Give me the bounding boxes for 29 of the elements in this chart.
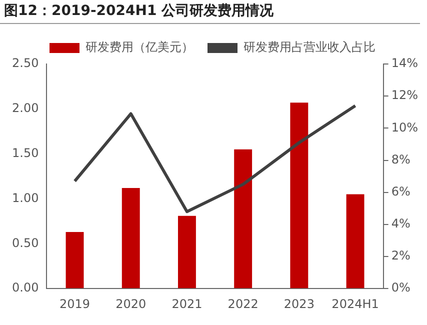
x-tick-label: 2020 xyxy=(116,296,146,311)
legend-label: 研发费用（亿美元） xyxy=(86,40,194,54)
x-tick-label: 2021 xyxy=(172,296,202,311)
bar xyxy=(122,188,140,288)
y-tick-label: 0.50 xyxy=(12,236,39,250)
y-tick-label: 2.50 xyxy=(12,56,39,70)
x-tick-label: 2024H1 xyxy=(332,296,379,311)
y2-tick-label: 2% xyxy=(391,248,410,263)
bar xyxy=(178,216,196,288)
chart-title: 图12：2019-2024H1 公司研发费用情况 xyxy=(0,0,420,24)
bar xyxy=(66,232,84,288)
bar xyxy=(290,102,308,288)
y2-tick-label: 0% xyxy=(391,280,410,295)
x-tick-label: 2023 xyxy=(284,296,314,311)
bar xyxy=(234,149,252,288)
y-tick-label: 1.00 xyxy=(12,190,39,205)
bar xyxy=(346,194,364,288)
y-tick-label: 2.00 xyxy=(12,101,39,116)
x-tick-label: 2022 xyxy=(228,296,258,311)
y2-tick-label: 6% xyxy=(391,184,410,198)
y-tick-label: 1.50 xyxy=(12,146,39,160)
legend-label: 研发费用占营业收入占比 xyxy=(244,40,376,54)
y2-tick-label: 10% xyxy=(391,120,418,134)
y2-tick-label: 4% xyxy=(391,216,410,231)
y2-tick-label: 12% xyxy=(391,88,418,102)
y2-tick-label: 14% xyxy=(391,56,418,70)
x-tick-label: 2019 xyxy=(59,296,90,311)
y2-tick-label: 8% xyxy=(391,152,410,166)
y-tick-label: 0.00 xyxy=(12,280,39,295)
